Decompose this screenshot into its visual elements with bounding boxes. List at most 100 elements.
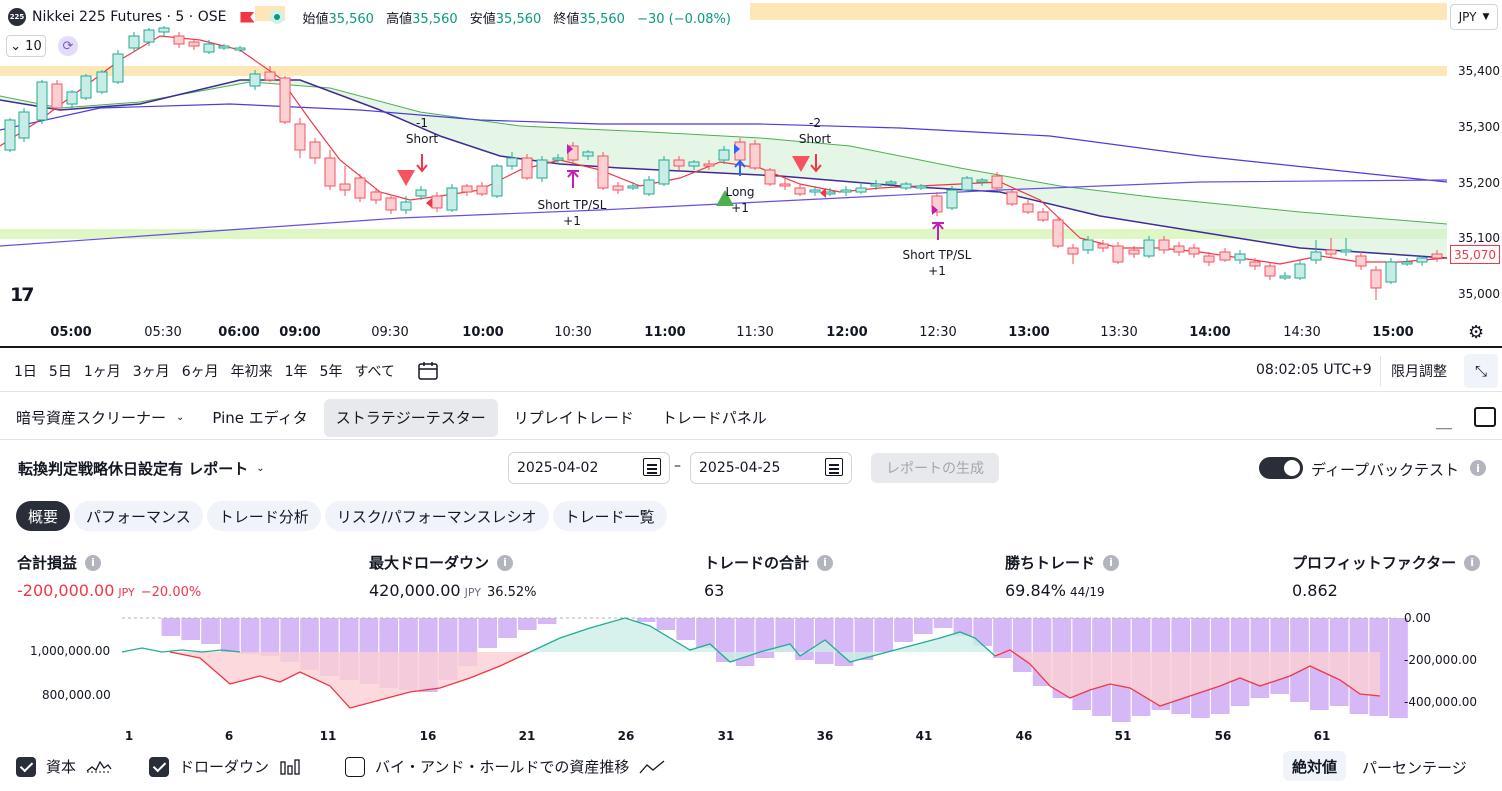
info-icon[interactable]: i [1464,554,1481,571]
drawdown-checkbox[interactable]: ドローダウン [149,756,301,777]
goto-date-icon[interactable] [415,358,441,384]
range-1d[interactable]: 1日 [14,363,37,380]
candle-body [1310,251,1322,261]
candle-body [1279,275,1291,279]
equity-checkbox[interactable]: 資本 [16,756,112,777]
trade-number-label: 56 [1214,729,1232,743]
minimize-icon[interactable]: ＿ [1436,412,1453,431]
interval-selector[interactable]: ⌄ 10 [6,35,46,57]
time-axis-label: 13:30 [1100,325,1138,340]
short-entry-marker [397,170,415,186]
tab-trade-panel[interactable]: トレードパネル [650,399,779,437]
gear-icon[interactable]: ⚙ [1468,322,1485,343]
range-ytd[interactable]: 年初来 [230,363,273,380]
currency-selector[interactable]: JPY ▼ [1450,4,1498,30]
drawdown-bar [854,618,874,660]
candle-body [128,35,140,49]
trade-number-label: 36 [816,729,834,743]
candle-body [1385,261,1397,283]
tab-overview[interactable]: 概要 [16,501,71,531]
info-icon[interactable]: i [1470,460,1486,476]
tab-replay-trade[interactable]: リプレイトレード [502,399,646,437]
time-axis-label: 10:30 [554,325,592,340]
metric-title: 勝ちトレード [1005,554,1096,572]
tab-label: リプレイトレード [513,409,634,427]
tab-trade-list[interactable]: トレード一覧 [552,501,667,531]
candle-body [203,43,215,53]
trade-annotation: -1 Short [406,115,438,147]
resistance-zone [0,66,1447,76]
maximize-icon[interactable] [1474,407,1496,427]
range-1m[interactable]: 1ヶ月 [83,363,121,380]
tab-risk-ratios[interactable]: リスク/パフォーマンスレシオ [324,501,549,531]
price-chart-canvas[interactable] [0,0,1502,348]
info-icon[interactable]: i [817,554,834,571]
range-6m[interactable]: 6ヶ月 [181,363,219,380]
clock-display[interactable]: 08:02:05 UTC+9 [1256,362,1372,378]
candle-body [1355,255,1367,267]
buy-hold-checkbox[interactable]: バイ・アンド・ホールドでの資産推移 [345,756,665,777]
checkbox-checked[interactable] [149,756,169,777]
candle-body [51,83,63,109]
trade-number-label: 51 [1114,729,1132,743]
metric-value: 63 [704,581,725,600]
tab-pine-editor[interactable]: Pine エディタ [200,399,319,437]
metric-percent: 36.52% [486,585,537,600]
checkbox-unchecked[interactable] [345,756,365,777]
support-zone [0,229,1447,239]
range-5d[interactable]: 5日 [48,363,72,380]
range-3m[interactable]: 3ヶ月 [132,363,170,380]
time-axis-label: 09:00 [279,325,321,340]
drawdown-bar [894,618,913,642]
tab-strategy-tester[interactable]: ストラテジーテスター [323,398,498,437]
trade-number-label: 61 [1313,729,1331,743]
open-label: 始値 [302,11,329,27]
collapse-icon[interactable]: ⤡ [1464,354,1498,388]
candle-body [1052,219,1064,247]
tradingview-logo[interactable]: 17 [10,284,34,306]
time-axis-label: 14:30 [1283,325,1321,340]
symbol-title[interactable]: Nikkei 225 Futures · 5 · OSE [32,9,227,25]
bar-chart-icon [280,758,300,775]
candle-body [1370,269,1382,289]
flag-icon[interactable] [240,11,255,23]
candle-body [1173,245,1185,253]
annotation-line: -2 [809,116,821,130]
info-icon[interactable]: i [1103,554,1120,571]
tab-performance[interactable]: パフォーマンス [74,501,203,531]
time-axis-label: 09:30 [371,325,409,340]
candle-body [1143,239,1155,257]
range-all[interactable]: すべて [354,363,395,380]
percentage-button[interactable]: パーセンテージ [1362,759,1467,777]
candle-body [158,27,170,33]
calendar-icon[interactable] [643,458,661,476]
sync-icon[interactable]: ⟳ [58,36,78,56]
candle-body [643,179,655,195]
generate-report-button[interactable]: レポートの生成 [871,453,999,483]
date-to-input[interactable]: 2025-04-25 [690,452,852,484]
checkbox-checked[interactable] [16,756,36,777]
info-icon[interactable]: i [497,554,514,571]
date-from-input[interactable]: 2025-04-02 [508,452,670,484]
equity-line [529,617,996,663]
drawdown-bar [716,618,735,662]
calendar-icon[interactable] [825,458,843,476]
price-chart[interactable]: 225 Nikkei 225 Futures · 5 · OSE 始値35,56… [0,0,1502,348]
drawdown-bar [696,618,715,648]
tab-trade-analysis[interactable]: トレード分析 [206,501,321,531]
drawdown-bar [221,618,240,652]
exit-arrow-icon [932,221,944,240]
range-1y[interactable]: 1年 [284,363,308,380]
tab-crypto-screener[interactable]: 暗号資産スクリーナー ⌄ [4,399,196,437]
equity-chart[interactable] [0,604,1502,724]
long-arrow-icon [734,159,746,176]
report-title[interactable]: 転換判定戦略休日設定有 レポート ⌄ [18,458,265,479]
contract-adjust-button[interactable]: 限月調整 [1380,356,1457,386]
deep-backtest-toggle[interactable] [1259,457,1303,479]
info-icon[interactable]: i [85,554,102,571]
absolute-value-button[interactable]: 絶対値 [1283,751,1347,781]
short-marker [426,198,432,208]
time-axis-label: 12:30 [919,325,957,340]
range-5y[interactable]: 5年 [319,363,343,380]
time-axis-label: 12:00 [826,325,868,340]
